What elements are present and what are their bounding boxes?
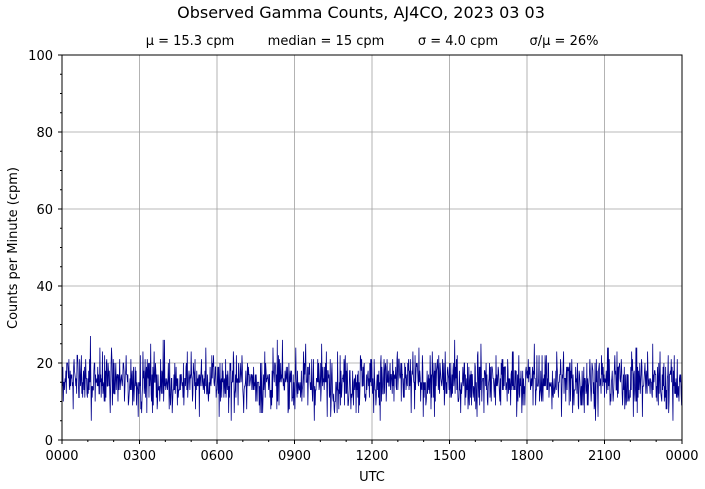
y-tick-label: 100 — [28, 49, 53, 64]
subtitle-sigma-over-mu: σ/μ = 26% — [530, 34, 599, 49]
subtitle-mean: μ = 15.3 cpm — [146, 34, 235, 49]
y-axis-label: Counts per Minute (cpm) — [6, 167, 21, 329]
y-tick-label: 80 — [36, 126, 53, 141]
y-axis-ticks: 0 20 40 60 80 100 — [28, 49, 62, 449]
subtitle-median: median = 15 cpm — [268, 34, 385, 49]
x-tick-label: 1200 — [355, 449, 388, 464]
y-tick-label: 40 — [36, 280, 53, 295]
x-tick-label: 1500 — [433, 449, 466, 464]
x-tick-label: 2100 — [588, 449, 621, 464]
series-counts — [61, 336, 683, 421]
y-tick-label: 0 — [45, 434, 53, 449]
x-tick-label: 0000 — [45, 449, 78, 464]
x-tick-label: 0600 — [200, 449, 233, 464]
y-tick-label: 20 — [36, 357, 53, 372]
x-axis-ticks: 0000 0300 0600 0900 1200 1500 1800 2100 0000 — [45, 440, 699, 464]
x-tick-label: 0300 — [123, 449, 156, 464]
x-tick-label: 0000 — [665, 449, 698, 464]
subtitle-sigma: σ = 4.0 cpm — [418, 34, 498, 49]
series-line — [61, 336, 683, 421]
chart-subtitle: μ = 15.3 cpm median = 15 cpm σ = 4.0 cpm… — [146, 34, 599, 49]
x-tick-label: 1800 — [510, 449, 543, 464]
chart-title: Observed Gamma Counts, AJ4CO, 2023 03 03 — [177, 3, 545, 22]
y-tick-label: 60 — [36, 203, 53, 218]
x-axis-label: UTC — [359, 470, 385, 485]
grid-lines — [61, 54, 683, 441]
x-tick-label: 0900 — [278, 449, 311, 464]
